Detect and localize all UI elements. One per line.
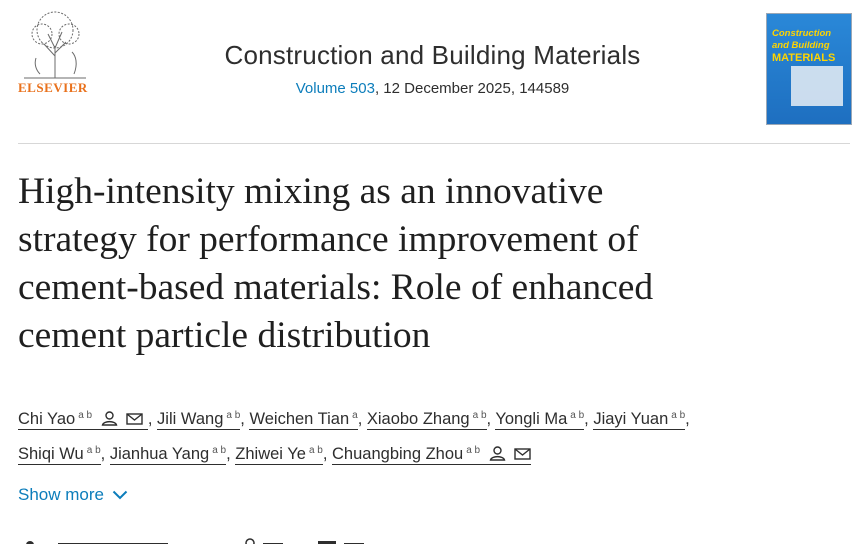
author-affiliation: a b (86, 445, 101, 456)
author-name: Chuangbing Zhou (332, 445, 464, 463)
author-affiliation: a b (308, 445, 323, 456)
title-line: strategy for performance improvement of (18, 219, 639, 260)
author-link[interactable]: Jianhua Yang a b (109, 445, 227, 465)
issue-details: , 12 December 2025, 144589 (374, 80, 570, 97)
show-more-button[interactable]: Show more (18, 485, 128, 505)
author-affiliation: a b (671, 410, 686, 421)
author-affiliation: a b (226, 410, 241, 421)
email-icon (126, 413, 143, 425)
author-affiliation: a b (472, 410, 487, 421)
author-name: Weichen Tian (249, 410, 350, 428)
author-name: Jili Wang (157, 410, 224, 428)
person-icon (101, 411, 118, 426)
author-link[interactable]: Chi Yao a b (18, 410, 148, 430)
author-affiliation: a b (570, 410, 585, 421)
author-affiliation: a b (466, 445, 481, 456)
volume-link[interactable]: Volume 503 (295, 80, 375, 97)
cover-line-2: and Building (772, 40, 830, 51)
publisher-name: ELSEVIER (18, 80, 88, 95)
author-affiliation: a b (212, 445, 227, 456)
cover-image-block (791, 66, 843, 106)
cover-line-3: MATERIALS (772, 52, 836, 64)
author-link[interactable]: Jili Wang a b (157, 410, 241, 430)
elsevier-tree-logo[interactable] (14, 8, 96, 100)
author-affiliation: a b (78, 410, 93, 421)
article-header: ELSEVIER Construction and Building Mater… (0, 0, 865, 135)
journal-issue-info: Volume 503, 12 December 2025, 144589 (0, 80, 865, 97)
header-divider (18, 143, 850, 144)
title-line: cement-based materials: Role of enhanced (18, 267, 654, 308)
author-name: Zhiwei Ye (235, 445, 306, 463)
tree-logo-icon (24, 11, 86, 79)
action-icons-partial (26, 538, 364, 544)
chevron-down-icon (112, 490, 128, 500)
author-name: Chi Yao (18, 410, 76, 428)
author-link[interactable]: Chuangbing Zhou a b (332, 445, 532, 465)
author-name: Shiqi Wu (18, 445, 84, 463)
title-line: High-intensity mixing as an innovative (18, 171, 604, 212)
author-name: Jiayi Yuan (593, 410, 669, 428)
journal-title[interactable]: Construction and Building Materials (224, 40, 641, 70)
author-name: Xiaobo Zhang (366, 410, 470, 428)
author-name: Jianhua Yang (109, 445, 210, 463)
author-link[interactable]: Xiaobo Zhang a b (366, 410, 487, 430)
journal-cover-thumbnail[interactable]: Construction and Building MATERIALS (766, 13, 852, 125)
author-link[interactable]: Shiqi Wu a b (18, 445, 101, 465)
cover-title: Construction and Building MATERIALS (772, 28, 846, 64)
author-link[interactable]: Jiayi Yuan a b (593, 410, 686, 430)
author-link[interactable]: Yongli Ma a b (495, 410, 585, 430)
author-name: Yongli Ma (495, 410, 568, 428)
article-title: High-intensity mixing as an innovative s… (18, 168, 848, 360)
author-list: Chi Yao a b , Jili Wang a b, Weichen Tian a… (18, 410, 690, 465)
cover-line-1: Construction (772, 28, 832, 39)
title-line: cement particle distribution (18, 315, 431, 356)
email-icon (514, 448, 531, 460)
show-more-label: Show more (18, 485, 104, 504)
author-affiliation: a (352, 410, 358, 421)
author-link[interactable]: Zhiwei Ye a b (235, 445, 323, 465)
person-icon (489, 446, 506, 461)
article-actions-bar (18, 532, 418, 544)
author-link[interactable]: Weichen Tian a (249, 410, 358, 430)
